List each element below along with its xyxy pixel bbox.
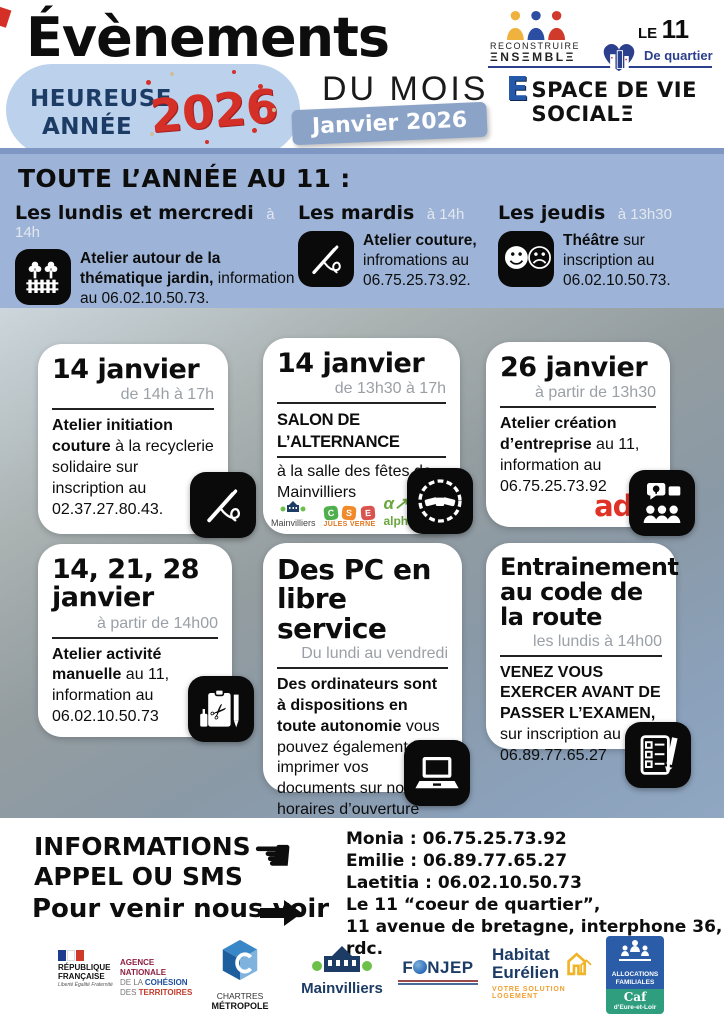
town-hall-icon [312,946,372,972]
garden-icon [15,249,71,305]
right-arrow-icon [260,898,304,933]
weekly-description: Atelier couture, infromations au 06.75.2… [363,232,477,290]
cse-jules-verne-logo: C S E JULES VERNE [323,503,376,528]
footer-section: INFORMATIONS APPEL OU SMS Pour venir nou… [0,818,724,1024]
subtitle-du-mois: DU MOIS [322,70,489,108]
mainvilliers-logo: Mainvilliers [292,944,392,997]
de-quartier-label: De quartier [644,48,713,63]
exam-checklist-icon [625,722,691,788]
weekly-heading: TOUTE L’ANNÉE AU 11 : [18,164,351,193]
three-people-icon [506,10,566,40]
greeting-line2: ANNÉE [42,113,133,140]
address-line1: Le 11 “coeur de quartier”, [346,895,601,916]
globe-icon [413,960,428,974]
crafts-icon: ✂ [188,676,254,742]
month-badge: Janvier 2026 [291,101,488,146]
mainvilliers-mini-logo: Mainvilliers [271,500,316,528]
corner-accent [0,6,12,28]
fonjep-logo: F NJEP [398,958,478,985]
anct-logo: AGENCE NATIONALE DE LA COHÉSION DES TERR… [120,958,193,997]
habitat-eurelien-logo: Habitat Eurélien VOTRE SOLUTION LOGEMENT [492,946,592,1000]
weekly-days-row: Les lundis et mercredi à 14h [15,202,275,241]
weekly-item-jeudis: Les jeudis à 13h30 ☻☹ Théâtre sur inscri… [498,202,718,291]
laptop-icon [404,740,470,806]
event-card-pc-libre-service: Des PC en libre service Du lundi au vend… [263,543,462,818]
pointing-hand-icon: ☚ [252,828,294,882]
address-line2: 11 avenue de bretagne, interphone 36, rd… [346,917,723,960]
republique-francaise-logo: RÉPUBLIQUE FRANÇAISE Liberté Égalité Fra… [58,950,162,988]
contact-laetitia: Laetitia : 06.02.10.50.73 [346,873,582,894]
chartres-metropole-logo: CHARTRES MÉTROPOLE [210,938,270,1011]
contact-list: Monia : 06.75.25.73.92 Emilie : 06.89.77… [346,828,724,961]
weekly-days-row: Les mardis à 14h [298,202,465,224]
sewing-needle-icon [190,472,256,538]
weekly-item-lundis-mercredi: Les lundis et mercredi à 14h Atelier aut… [15,202,303,309]
weekly-description: Théâtre sur inscription au 06.02.10.50.7… [563,232,671,290]
info-block: INFORMATIONS APPEL OU SMS [34,832,251,891]
new-year-greeting: HEUREUSE ANNÉE [30,86,172,141]
partner-logos-row: RÉPUBLIQUE FRANÇAISE Liberté Égalité Fra… [0,936,724,1024]
reconstruire-ensemble-logo [505,10,567,45]
fonjep-caption-lines [398,980,478,982]
logo-divider-line [488,66,712,68]
page-title: Évènements [26,6,390,69]
cube-icon [222,939,258,981]
contact-emilie: Emilie : 06.89.77.65.27 [346,851,568,872]
handshake-badge-icon [407,468,473,534]
weekly-item-mardis: Les mardis à 14h Atelier couture, infrom… [298,202,498,291]
weekly-section: TOUTE L’ANNÉE AU 11 : Les lundis et merc… [0,148,724,308]
sewing-needle-icon [298,231,354,287]
header-blue-blob [6,64,300,156]
theater-masks-icon: ☻☹ [498,231,554,287]
event-card-26-janvier-entreprise: 26 janvier à partir de 13h30 Atelier cré… [486,342,670,527]
weekly-description: Atelier autour de la thématique jardin, … [80,250,295,308]
entrepreneur-workshop-icon [629,470,695,536]
french-flag-icon [58,950,162,961]
event-card-14-janvier-couture: 14 janvier de 14h à 17h Atelier initiati… [38,344,228,534]
le11-logo: LE 11 [638,14,690,44]
family-figures-icon [619,940,651,961]
greeting-line1: HEUREUSE [30,86,173,112]
weekly-days-row: Les jeudis à 13h30 [498,202,672,224]
heart-buildings-icon [596,40,642,77]
contact-monia: Monia : 06.75.25.73.92 [346,829,567,849]
event-card-salon-alternance: 14 janvier de 13h30 à 17h SALON DE L’ALT… [263,338,460,534]
espace-vie-sociale-logo: E SPACE DE VIE SOCIALΞ [506,69,697,126]
house-icon [567,952,592,976]
reconstruire-ensemble-wordmark: RECONSTRUIRE ΞNSΞMBLΞ [490,41,581,65]
caf-logo: ALLOCATIONS FAMILIALES Caf d’Eure-et-Loi… [606,936,664,1014]
event-card-code-de-la-route: Entrainement au code de la route les lun… [486,543,679,764]
